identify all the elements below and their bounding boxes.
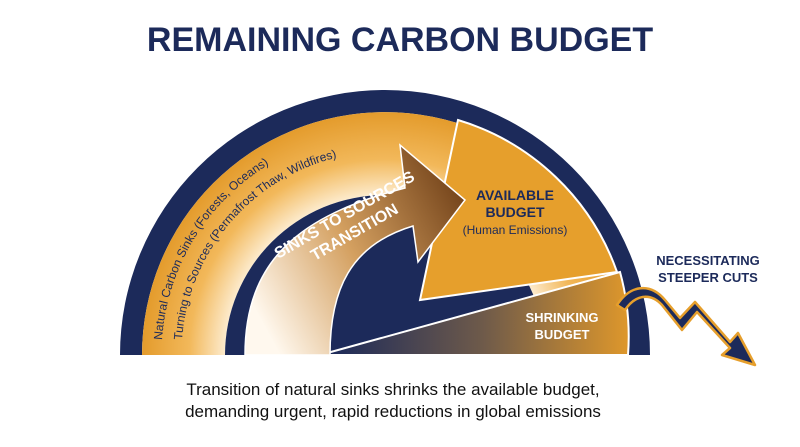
available-title: BUDGET xyxy=(485,204,545,220)
available-wedge xyxy=(418,118,619,302)
side-note: STEEPER CUTS xyxy=(658,270,758,285)
caption: demanding urgent, rapid reductions in gl… xyxy=(185,402,601,421)
available-title: AVAILABLE xyxy=(476,187,554,203)
title: REMAINING CARBON BUDGET xyxy=(147,21,653,59)
shrinking-label: BUDGET xyxy=(535,327,590,342)
caption: Transition of natural sinks shrinks the … xyxy=(186,380,599,399)
shrinking-wedge xyxy=(319,270,630,356)
shrinking-label: SHRINKING xyxy=(526,310,599,325)
steeper-cuts-arrow xyxy=(615,286,757,367)
available-subtitle: (Human Emissions) xyxy=(463,223,568,237)
transition-arrow xyxy=(244,143,467,356)
side-note: NECESSITATING xyxy=(656,253,760,268)
